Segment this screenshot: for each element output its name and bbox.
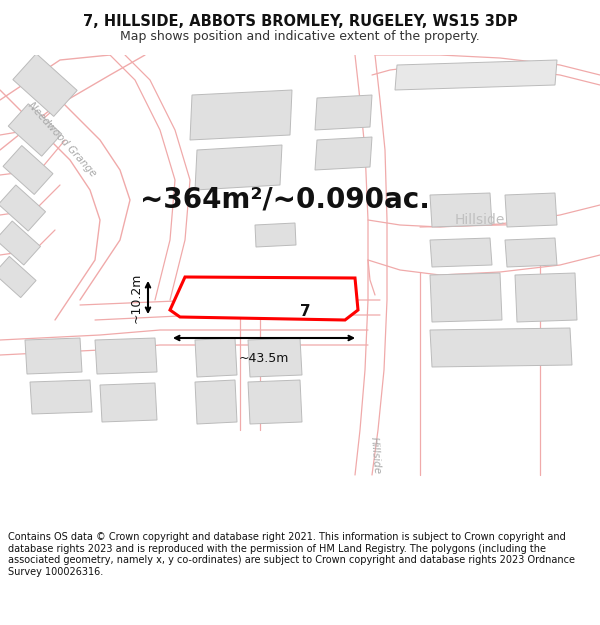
Polygon shape (8, 104, 62, 156)
Polygon shape (315, 95, 372, 130)
Polygon shape (505, 238, 557, 267)
Polygon shape (430, 193, 492, 227)
Polygon shape (100, 383, 157, 422)
Polygon shape (0, 221, 40, 265)
Text: Needwood Grange: Needwood Grange (26, 101, 98, 179)
Polygon shape (170, 277, 358, 320)
Text: Map shows position and indicative extent of the property.: Map shows position and indicative extent… (120, 30, 480, 43)
Polygon shape (515, 273, 577, 322)
Polygon shape (505, 193, 557, 227)
Polygon shape (195, 380, 237, 424)
Polygon shape (95, 338, 157, 374)
Polygon shape (0, 256, 36, 298)
Polygon shape (255, 223, 296, 247)
Polygon shape (248, 338, 302, 377)
Text: ~43.5m: ~43.5m (239, 352, 289, 365)
Text: Hillside: Hillside (455, 213, 505, 227)
Polygon shape (430, 273, 502, 322)
Text: 7: 7 (299, 304, 310, 319)
Polygon shape (13, 54, 77, 116)
Polygon shape (430, 328, 572, 367)
Text: ~10.2m: ~10.2m (130, 272, 143, 322)
Text: ~364m²/~0.090ac.: ~364m²/~0.090ac. (140, 186, 430, 214)
Polygon shape (248, 380, 302, 424)
Polygon shape (315, 137, 372, 170)
Polygon shape (395, 60, 557, 90)
Polygon shape (3, 146, 53, 194)
Text: Hillside: Hillside (368, 436, 382, 474)
Polygon shape (30, 380, 92, 414)
Polygon shape (195, 145, 282, 190)
Polygon shape (25, 338, 82, 374)
Text: Contains OS data © Crown copyright and database right 2021. This information is : Contains OS data © Crown copyright and d… (8, 532, 575, 577)
Polygon shape (195, 338, 237, 377)
Text: 7, HILLSIDE, ABBOTS BROMLEY, RUGELEY, WS15 3DP: 7, HILLSIDE, ABBOTS BROMLEY, RUGELEY, WS… (83, 14, 517, 29)
Polygon shape (430, 238, 492, 267)
Polygon shape (190, 90, 292, 140)
Polygon shape (0, 185, 46, 231)
